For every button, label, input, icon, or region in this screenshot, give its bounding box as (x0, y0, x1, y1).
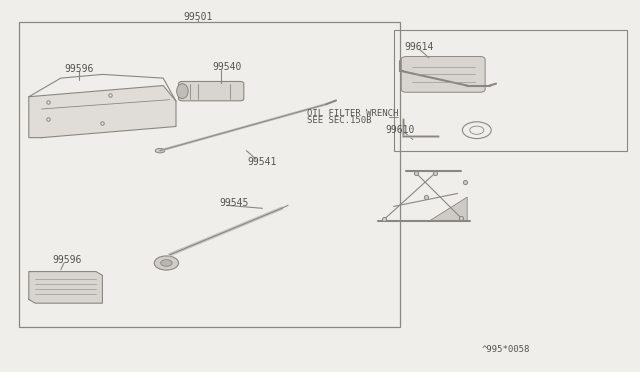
Text: 99596: 99596 (64, 64, 93, 74)
Polygon shape (29, 86, 176, 138)
Text: SEE SEC.150B: SEE SEC.150B (307, 116, 372, 125)
Text: OIL FILTER WRENCH: OIL FILTER WRENCH (307, 109, 399, 118)
Text: 99540: 99540 (212, 62, 242, 72)
FancyBboxPatch shape (401, 57, 485, 92)
Polygon shape (29, 272, 102, 303)
Ellipse shape (177, 84, 188, 99)
Text: 99541: 99541 (248, 157, 277, 167)
Text: 99610: 99610 (385, 125, 415, 135)
Text: 99596: 99596 (52, 256, 82, 265)
Text: ^995*0058: ^995*0058 (481, 345, 530, 354)
Ellipse shape (154, 256, 179, 270)
Bar (394, 30, 627, 151)
Ellipse shape (155, 148, 165, 153)
Text: 99501: 99501 (184, 12, 213, 22)
FancyBboxPatch shape (179, 81, 244, 101)
Polygon shape (429, 197, 467, 221)
Text: 99614: 99614 (404, 42, 434, 51)
Bar (19, 22, 400, 327)
Ellipse shape (161, 260, 172, 266)
Text: 99545: 99545 (219, 198, 248, 208)
